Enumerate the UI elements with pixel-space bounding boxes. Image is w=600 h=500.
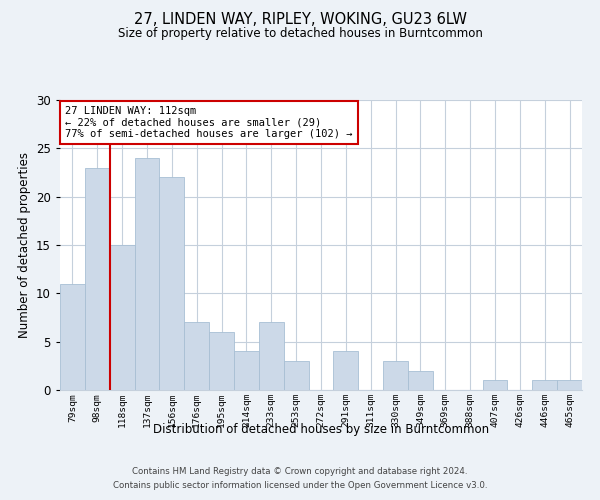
- Y-axis label: Number of detached properties: Number of detached properties: [17, 152, 31, 338]
- Bar: [259, 322, 284, 390]
- Bar: [557, 380, 582, 390]
- Bar: [85, 168, 110, 390]
- Bar: [184, 322, 209, 390]
- Bar: [383, 361, 408, 390]
- Text: Size of property relative to detached houses in Burntcommon: Size of property relative to detached ho…: [118, 28, 482, 40]
- Bar: [482, 380, 508, 390]
- Text: Contains public sector information licensed under the Open Government Licence v3: Contains public sector information licen…: [113, 481, 487, 490]
- Bar: [234, 352, 259, 390]
- Text: 27 LINDEN WAY: 112sqm
← 22% of detached houses are smaller (29)
77% of semi-deta: 27 LINDEN WAY: 112sqm ← 22% of detached …: [65, 106, 353, 139]
- Bar: [110, 245, 134, 390]
- Bar: [334, 352, 358, 390]
- Bar: [160, 178, 184, 390]
- Bar: [532, 380, 557, 390]
- Text: Contains HM Land Registry data © Crown copyright and database right 2024.: Contains HM Land Registry data © Crown c…: [132, 468, 468, 476]
- Bar: [209, 332, 234, 390]
- Bar: [134, 158, 160, 390]
- Text: 27, LINDEN WAY, RIPLEY, WOKING, GU23 6LW: 27, LINDEN WAY, RIPLEY, WOKING, GU23 6LW: [133, 12, 467, 28]
- Bar: [60, 284, 85, 390]
- Bar: [408, 370, 433, 390]
- Bar: [284, 361, 308, 390]
- Text: Distribution of detached houses by size in Burntcommon: Distribution of detached houses by size …: [153, 422, 489, 436]
